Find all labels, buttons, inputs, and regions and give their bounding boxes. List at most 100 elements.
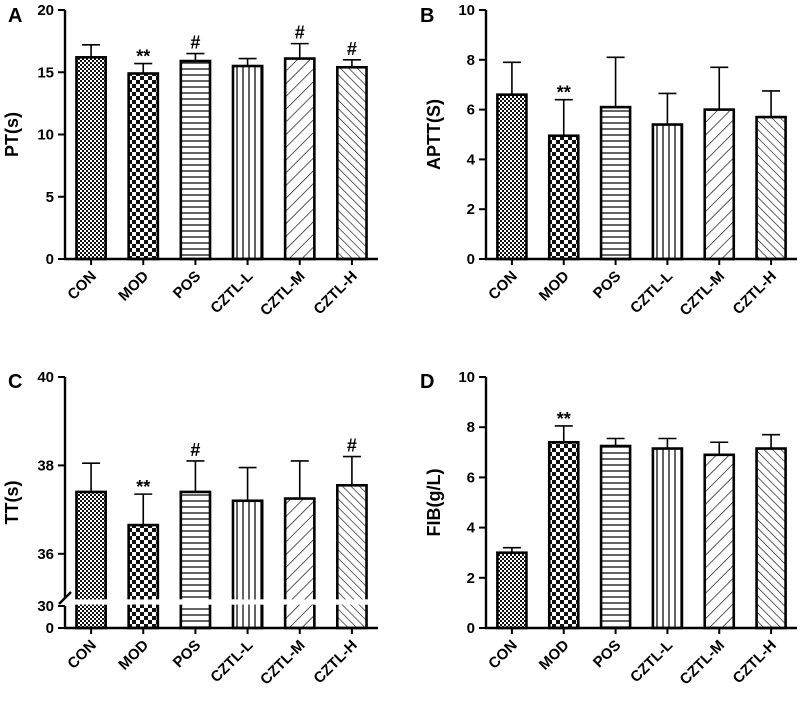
panel-letter: D	[420, 371, 434, 393]
bar	[179, 59, 212, 261]
x-tick-label: CZTL-H	[310, 268, 360, 318]
y-tick-label: 10	[458, 369, 475, 386]
y-tick-label: 40	[37, 369, 54, 386]
x-tick-label: CON	[64, 637, 100, 673]
y-tick-label: 8	[467, 419, 475, 436]
x-tick-label: CZTL-M	[677, 268, 728, 319]
x-tick-label: CZTL-L	[627, 637, 676, 686]
significance-mark: #	[190, 440, 200, 460]
bar	[336, 65, 368, 261]
bar	[75, 490, 107, 600]
x-tick-label: POS	[590, 268, 624, 302]
significance-mark: **	[557, 409, 571, 429]
bar-break-mask	[130, 596, 157, 600]
bar-break-mask	[182, 604, 209, 608]
significance-mark: **	[136, 477, 150, 497]
y-tick-label: 38	[37, 457, 54, 474]
bar-break-mask	[182, 596, 209, 600]
x-tick-label: POS	[590, 637, 624, 671]
panel-letter: C	[8, 371, 22, 393]
x-tick-label: CZTL-L	[627, 268, 676, 317]
bar-lower-segment	[75, 604, 107, 630]
y-tick-label: 2	[467, 201, 475, 218]
bar	[651, 447, 684, 630]
y-tick-label: 5	[46, 189, 54, 206]
x-tick-label: CZTL-M	[677, 637, 728, 688]
x-tick-label: CZTL-M	[257, 637, 308, 688]
panel-letter: B	[420, 5, 434, 27]
bar	[231, 64, 264, 261]
bar-break-mask	[338, 596, 366, 600]
bar	[651, 123, 684, 261]
bar-lower-segment	[283, 604, 316, 630]
y-axis-label: TT(s)	[2, 481, 22, 525]
bar	[547, 134, 580, 261]
y-tick-label: 6	[467, 469, 475, 486]
bar	[283, 57, 316, 261]
x-tick-label: CZTL-H	[730, 268, 780, 318]
y-tick-label: 30	[37, 598, 54, 615]
significance-mark: **	[136, 47, 150, 67]
x-tick-label: CZTL-M	[257, 268, 308, 319]
y-tick-label: 36	[37, 546, 54, 563]
bar-break-mask	[234, 596, 261, 600]
bar-lower-segment	[127, 604, 160, 630]
x-tick-label: POS	[170, 637, 204, 671]
y-tick-label: 2	[467, 570, 475, 587]
bar	[336, 483, 368, 600]
bar-break-mask	[286, 604, 313, 608]
x-tick-label: CON	[485, 268, 521, 304]
y-tick-label: 4	[467, 520, 476, 537]
bar-lower-segment	[336, 604, 368, 630]
y-tick-label: 4	[467, 151, 476, 168]
bar-break-mask	[234, 604, 261, 608]
x-tick-label: CZTL-L	[207, 268, 256, 317]
x-tick-label: POS	[170, 268, 204, 302]
y-tick-label: 6	[467, 102, 475, 119]
axis-break-mark	[58, 591, 72, 605]
y-tick-label: 0	[46, 251, 54, 268]
significance-mark: #	[347, 39, 357, 59]
bar	[75, 56, 107, 261]
y-axis-label: FIB(g/L)	[424, 469, 444, 537]
y-tick-label: 10	[37, 127, 54, 144]
bar	[755, 115, 787, 261]
x-tick-label: CZTL-H	[310, 637, 360, 687]
x-tick-label: CON	[485, 637, 521, 673]
y-tick-label: 8	[467, 52, 475, 69]
x-tick-label: MOD	[115, 637, 152, 674]
bar-break-mask	[130, 604, 157, 608]
x-tick-label: CZTL-L	[207, 637, 256, 686]
chart-panel-c: C TT(s) CON ** MOD # POS CZTL-L CZTL-M # CZTL-H 0 30…	[2, 369, 378, 688]
y-axis-label: APTT(S)	[424, 99, 444, 170]
x-tick-label: MOD	[536, 268, 573, 305]
chart-panel-a: A PT(s) CON ** MOD # POS CZTL-L # CZTL-M # CZTL-H 0 5…	[2, 2, 378, 319]
bar	[127, 72, 160, 261]
y-axis-label: PT(s)	[2, 112, 22, 157]
bar	[755, 447, 787, 630]
bar	[496, 93, 528, 261]
bar	[547, 440, 580, 630]
bar	[496, 551, 528, 630]
bar-break-mask	[338, 604, 366, 608]
bar	[703, 108, 736, 261]
y-tick-label: 10	[458, 2, 475, 19]
bar	[127, 523, 160, 600]
bar	[599, 105, 632, 261]
bar	[179, 490, 212, 600]
x-tick-label: MOD	[536, 637, 573, 674]
bar	[599, 444, 632, 630]
x-tick-label: CON	[64, 268, 100, 304]
panel-letter: A	[8, 5, 22, 27]
bar	[283, 497, 316, 600]
bar-lower-segment	[231, 604, 264, 630]
bar-break-mask	[77, 596, 105, 600]
bar	[703, 453, 736, 630]
y-tick-label: 0	[467, 251, 475, 268]
significance-mark: #	[190, 33, 200, 53]
chart-panel-b: B APTT(S) CON ** MOD POS CZTL-L CZTL-M CZTL-H 0 2 4…	[420, 2, 797, 319]
y-tick-label: 20	[37, 2, 54, 19]
significance-mark: #	[295, 23, 305, 43]
bar-lower-segment	[179, 604, 212, 630]
